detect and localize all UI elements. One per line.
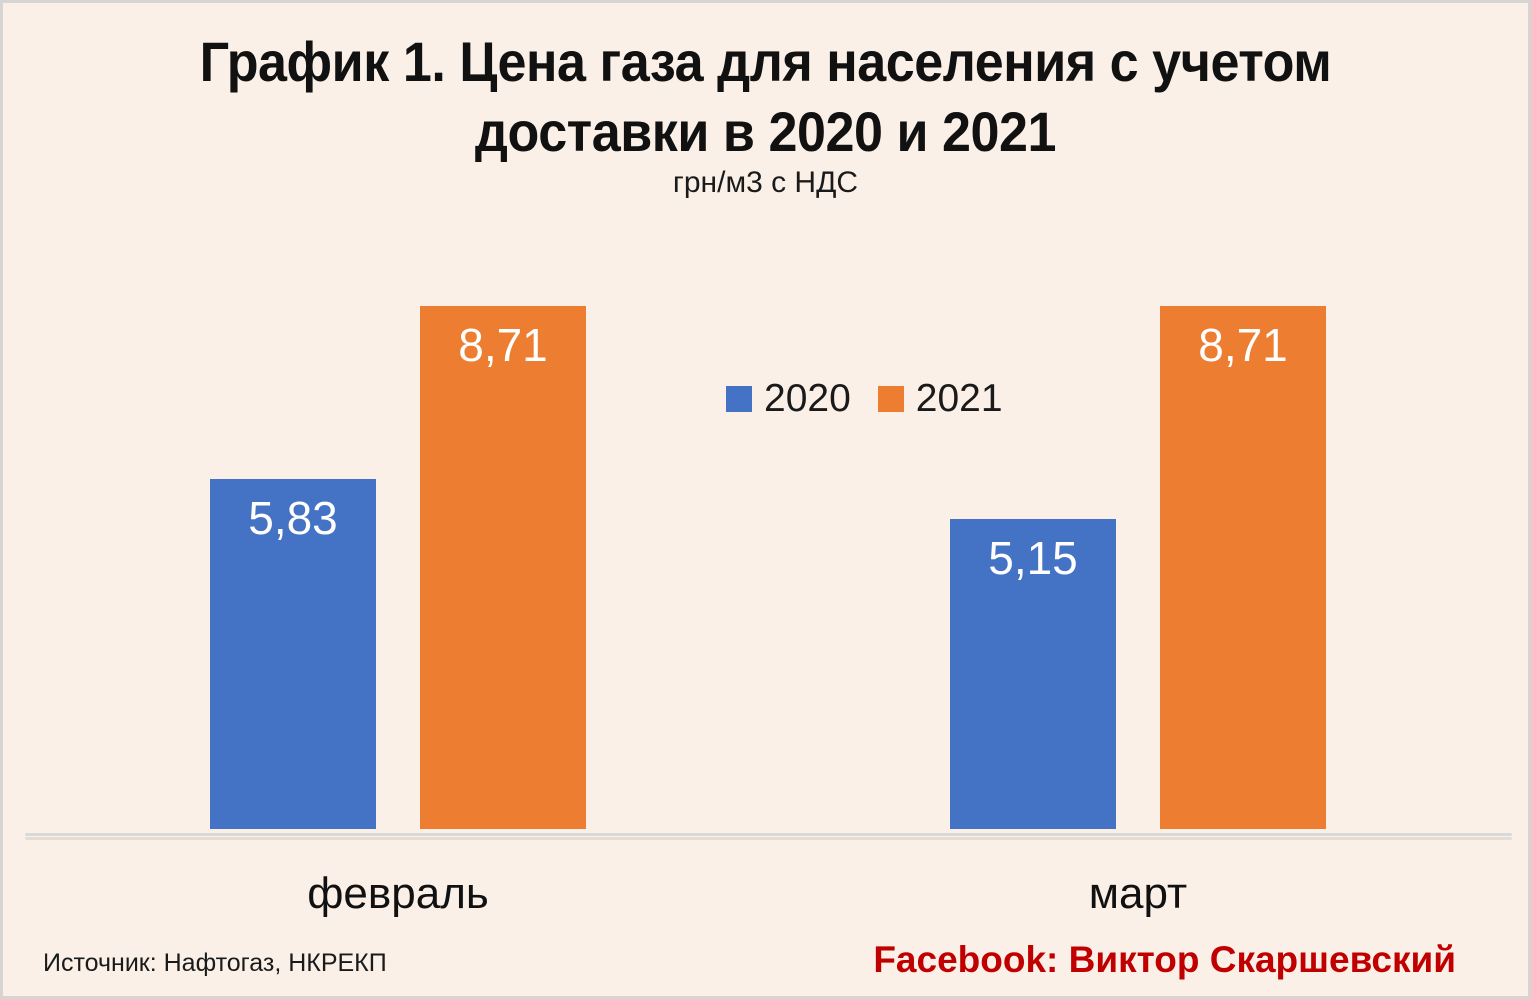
bar-march-2020: 5,15: [950, 519, 1116, 829]
legend-swatch-2020: [726, 385, 752, 412]
chart-title-line2: доставки в 2020 и 2021: [474, 100, 1057, 163]
facebook-credit: Facebook: Виктор Скаршевский: [873, 939, 1456, 980]
bar-value-label-february-2021: 8,71: [458, 319, 548, 371]
plot-area: 5,83 8,71 5,15 8,71 февраль март: [3, 3, 1528, 996]
bar-value-label-march-2021: 8,71: [1198, 319, 1288, 371]
legend-entry-2021: 2021: [877, 377, 1003, 420]
legend-label-2021: 2021: [915, 377, 1003, 420]
legend-label-2020: 2020: [764, 377, 851, 420]
bar-february-2021: 8,71: [420, 306, 586, 829]
legend-entry-2020: 2020: [726, 379, 851, 418]
category-label-march: март: [1088, 869, 1188, 918]
chart-title-line1: График 1. Цена газа для населения с учет…: [199, 30, 1332, 93]
legend-swatch-2021: [877, 385, 904, 412]
chart-title: График 1. Цена газа для населения с учет…: [56, 27, 1474, 167]
category-label-february: февраль: [307, 869, 489, 918]
x-axis-line: [25, 833, 1512, 836]
bar-february-2020: 5,83: [210, 479, 376, 829]
source-note: Источник: Нафтогаз, НКРЕКП: [43, 949, 387, 977]
chart-units-subtitle: грн/м3 с НДС: [672, 166, 859, 199]
chart-legend: 2020 2021: [726, 379, 1003, 418]
bar-value-label-february-2020: 5,83: [248, 492, 338, 544]
bar-value-label-march-2020: 5,15: [988, 532, 1078, 584]
bar-march-2021: 8,71: [1160, 306, 1326, 829]
